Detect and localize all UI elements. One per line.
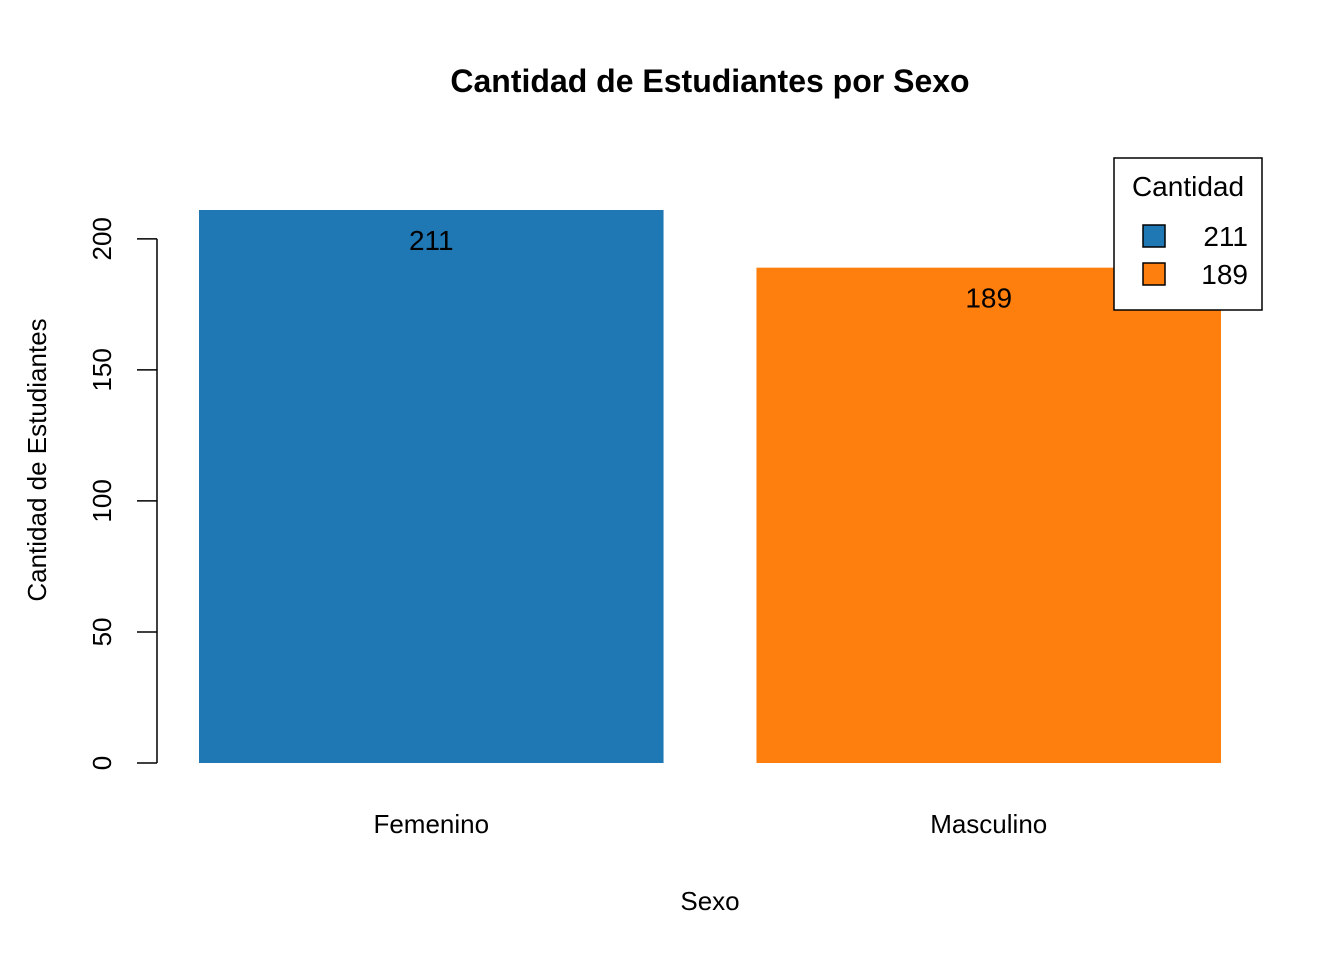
x-tick-label: Masculino — [930, 809, 1047, 839]
legend-label: 189 — [1201, 259, 1248, 290]
data-label: 189 — [965, 283, 1012, 314]
legend-label: 211 — [1203, 221, 1248, 252]
bars: 211 189 — [199, 210, 1221, 763]
chart-title: Cantidad de Estudiantes por Sexo — [450, 63, 969, 99]
y-tick-label: 50 — [87, 617, 117, 646]
bar-femenino — [199, 210, 664, 763]
y-tick-label: 0 — [87, 756, 117, 770]
y-tick-label: 150 — [87, 348, 117, 391]
x-axis-labels: Femenino Masculino — [373, 809, 1047, 839]
y-axis: 0 50 100 150 200 — [87, 217, 158, 770]
legend: Cantidad 211 189 — [1113, 157, 1263, 311]
y-tick-label: 200 — [87, 217, 117, 260]
x-tick-label: Femenino — [373, 809, 489, 839]
y-tick-label: 100 — [87, 479, 117, 522]
legend-box — [1113, 157, 1263, 311]
x-axis-title: Sexo — [680, 886, 739, 916]
legend-title: Cantidad — [1132, 171, 1244, 202]
y-axis-title: Cantidad de Estudiantes — [22, 318, 52, 601]
legend-swatch — [1142, 224, 1166, 248]
data-label: 211 — [409, 225, 454, 256]
bar-masculino — [756, 267, 1221, 763]
legend-swatch — [1142, 262, 1166, 286]
